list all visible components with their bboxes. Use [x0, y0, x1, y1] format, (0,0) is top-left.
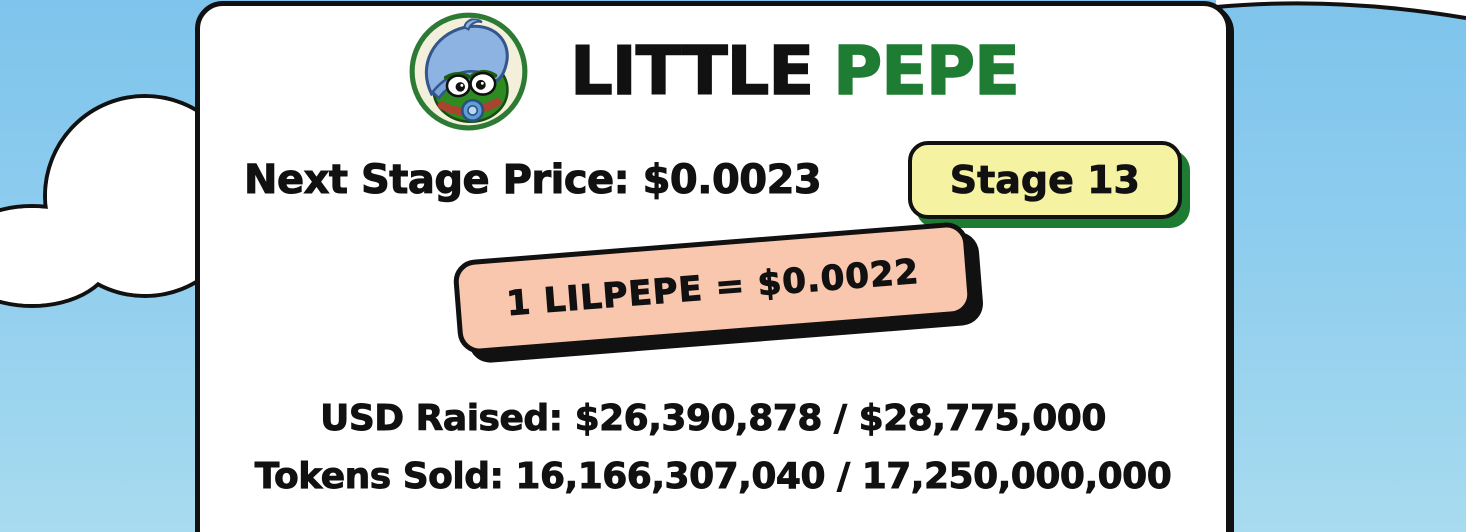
- little-pepe-logo-icon: [409, 12, 528, 131]
- usd-raised: USD Raised: $26,390,878 / $28,775,000: [320, 398, 1107, 440]
- presale-card: LITTLE PEPE Next Stage Price: $0.0023 St…: [195, 1, 1231, 532]
- cloud-top-right-icon: [1216, 0, 1466, 20]
- presale-stats: USD Raised: $26,390,878 / $28,775,000 To…: [200, 393, 1226, 503]
- current-price-row: 1 LILPEPE = $0.0022: [200, 220, 1226, 356]
- header: LITTLE PEPE: [200, 10, 1226, 133]
- page-title: LITTLE PEPE: [569, 32, 1020, 110]
- current-price-tag: 1 LILPEPE = $0.0022: [452, 220, 974, 356]
- stage-row: Next Stage Price: $0.0023 Stage 13: [200, 141, 1226, 219]
- title-word-little: LITTLE: [569, 32, 815, 110]
- stage-badge[interactable]: Stage 13: [907, 141, 1182, 219]
- next-stage-price: Next Stage Price: $0.0023: [243, 157, 822, 204]
- tokens-sold: Tokens Sold: 16,166,307,040 / 17,250,000…: [254, 456, 1172, 498]
- title-word-pepe: PEPE: [832, 32, 1020, 110]
